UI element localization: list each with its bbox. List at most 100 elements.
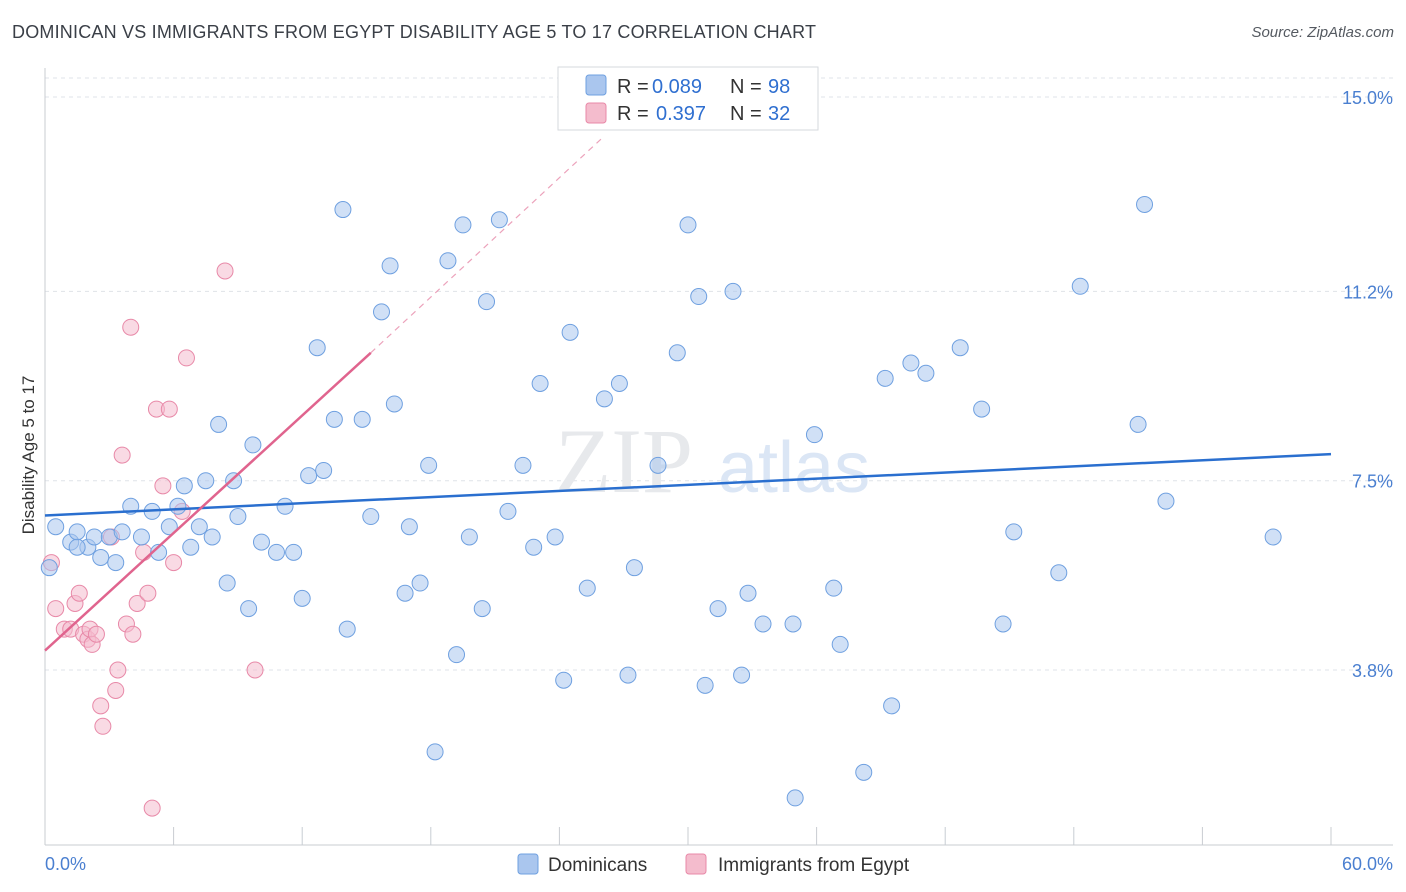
y-tick-label: 7.5% xyxy=(1352,472,1393,492)
dominican-point xyxy=(625,559,643,577)
egypt-point xyxy=(143,799,161,817)
dominican-point xyxy=(994,615,1012,633)
egypt-point xyxy=(154,477,172,495)
dominican-point xyxy=(825,579,843,597)
watermark-zip: ZIP xyxy=(555,410,693,512)
dominican-point xyxy=(293,589,311,607)
dominican-point xyxy=(308,339,326,357)
dominican-point xyxy=(373,303,391,321)
dominican-point xyxy=(132,528,150,546)
legend-item-dominicans-swatch xyxy=(517,853,539,875)
dominican-point xyxy=(917,364,935,382)
dominican-point xyxy=(1005,523,1023,541)
dominicans-trend-line xyxy=(44,452,1332,517)
dominican-point xyxy=(555,671,573,689)
dominican-point xyxy=(203,528,221,546)
dominican-point xyxy=(334,201,352,219)
egypt-trend-extension xyxy=(370,137,603,354)
dominican-point xyxy=(420,456,438,474)
dominican-point xyxy=(160,518,178,536)
y-tick-label: 11.2% xyxy=(1343,282,1393,302)
dominican-point xyxy=(113,523,131,541)
egypt-point xyxy=(139,584,157,602)
dominican-point xyxy=(902,354,920,372)
egypt-trend-line xyxy=(44,351,372,652)
dominican-point xyxy=(325,410,343,428)
dominican-point xyxy=(182,538,200,556)
dominican-point xyxy=(679,216,697,234)
dominican-point xyxy=(362,508,380,526)
dominican-point xyxy=(525,538,543,556)
egypt-point xyxy=(160,400,178,418)
dominican-point xyxy=(478,293,496,311)
dominican-point xyxy=(460,528,478,546)
dominican-point xyxy=(300,467,318,485)
egypt-point xyxy=(109,661,127,679)
dominican-point xyxy=(1129,415,1147,433)
dominican-point xyxy=(473,600,491,618)
dominican-point xyxy=(805,426,823,444)
dominican-point xyxy=(883,697,901,715)
dominican-point xyxy=(490,211,508,229)
dominican-point xyxy=(973,400,991,418)
trend-lines xyxy=(44,137,1332,652)
dominican-point xyxy=(1071,277,1089,295)
legend-n-value-1: 98 xyxy=(768,76,790,98)
dominican-point xyxy=(561,323,579,341)
dominican-point xyxy=(454,216,472,234)
egypt-point xyxy=(124,625,142,643)
dominican-point xyxy=(229,508,247,526)
legend-item-egypt: Immigrants from Egypt xyxy=(718,855,910,876)
dominican-point xyxy=(197,472,215,490)
dominican-point xyxy=(240,600,258,618)
egypt-point xyxy=(177,349,195,367)
dominican-point xyxy=(267,543,285,561)
dominican-point xyxy=(855,763,873,781)
dominican-point xyxy=(786,789,804,807)
dominican-point xyxy=(514,456,532,474)
egypt-point xyxy=(135,543,153,561)
grid-lines xyxy=(45,77,1393,671)
dominican-point xyxy=(499,502,517,520)
dominican-point xyxy=(696,676,714,694)
dominican-point xyxy=(951,339,969,357)
legend-swatch-blue xyxy=(585,74,607,96)
dominican-point xyxy=(175,477,193,495)
dominican-point xyxy=(276,497,294,515)
axes xyxy=(44,68,1393,846)
dominican-point xyxy=(68,523,86,541)
legend-item-dominicans: Dominicans xyxy=(548,855,647,876)
egypt-point xyxy=(87,625,105,643)
dominican-point xyxy=(578,579,596,597)
egypt-point xyxy=(92,697,110,715)
series-legend: Dominicans Immigrants from Egypt xyxy=(517,853,910,876)
dominican-point xyxy=(1157,492,1175,510)
y-tick-label: 15.0% xyxy=(1342,88,1393,108)
egypt-point xyxy=(128,594,146,612)
dominican-point xyxy=(285,543,303,561)
dominican-point xyxy=(353,410,371,428)
egypt-point xyxy=(216,262,234,280)
y-axis-title: Disability Age 5 to 17 xyxy=(19,376,38,535)
dominican-point xyxy=(338,620,356,638)
egypt-point xyxy=(165,554,183,572)
dominican-point xyxy=(381,257,399,275)
dominican-point xyxy=(218,574,236,592)
dominican-points xyxy=(40,195,1282,807)
legend-n-label-2: N = xyxy=(730,103,762,125)
legend-n-label-1: N = xyxy=(730,76,762,98)
egypt-point xyxy=(70,584,88,602)
x-tick-labels: 0.0% 60.0% xyxy=(45,854,1393,874)
correlation-legend: R = 0.089 N = 98 R = 0.397 N = 32 xyxy=(557,66,819,131)
dominican-point xyxy=(439,252,457,270)
egypt-point xyxy=(113,446,131,464)
source-label: Source: ZipAtlas.com xyxy=(1251,24,1394,41)
x-tick-label-max: 60.0% xyxy=(1342,854,1393,874)
dominican-point xyxy=(448,646,466,664)
dominican-point xyxy=(47,518,65,536)
dominican-point xyxy=(426,743,444,761)
dominican-point xyxy=(40,559,58,577)
chart-title: DOMINICAN VS IMMIGRANTS FROM EGYPT DISAB… xyxy=(12,22,817,42)
dominican-point xyxy=(546,528,564,546)
